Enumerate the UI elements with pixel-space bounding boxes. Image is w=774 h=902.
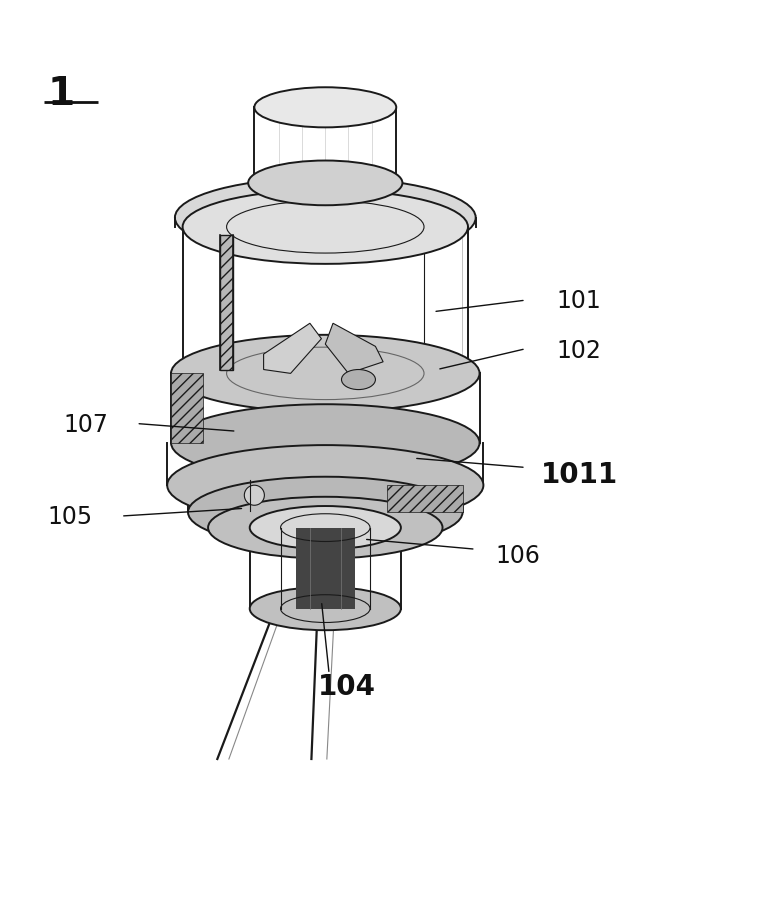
Text: 102: 102 bbox=[557, 339, 601, 363]
Polygon shape bbox=[171, 374, 204, 443]
Ellipse shape bbox=[255, 88, 396, 128]
Ellipse shape bbox=[171, 336, 480, 412]
Ellipse shape bbox=[171, 405, 480, 482]
Polygon shape bbox=[296, 528, 354, 609]
Ellipse shape bbox=[255, 165, 396, 206]
Text: 101: 101 bbox=[557, 289, 601, 313]
Ellipse shape bbox=[250, 506, 401, 549]
Polygon shape bbox=[221, 235, 233, 370]
Text: 1: 1 bbox=[48, 75, 75, 113]
Polygon shape bbox=[387, 485, 463, 512]
Ellipse shape bbox=[167, 446, 484, 526]
Ellipse shape bbox=[188, 477, 463, 548]
Polygon shape bbox=[325, 324, 383, 374]
Ellipse shape bbox=[248, 161, 402, 206]
Polygon shape bbox=[264, 324, 321, 374]
Text: 106: 106 bbox=[495, 543, 539, 567]
Text: 105: 105 bbox=[48, 504, 93, 529]
Ellipse shape bbox=[208, 497, 443, 559]
Ellipse shape bbox=[183, 190, 468, 264]
Circle shape bbox=[245, 485, 265, 506]
Ellipse shape bbox=[250, 587, 401, 630]
Text: 1011: 1011 bbox=[541, 460, 618, 488]
Text: 107: 107 bbox=[63, 412, 108, 436]
Text: 104: 104 bbox=[317, 672, 375, 700]
Ellipse shape bbox=[175, 179, 476, 258]
Ellipse shape bbox=[183, 337, 468, 411]
Ellipse shape bbox=[341, 370, 375, 391]
